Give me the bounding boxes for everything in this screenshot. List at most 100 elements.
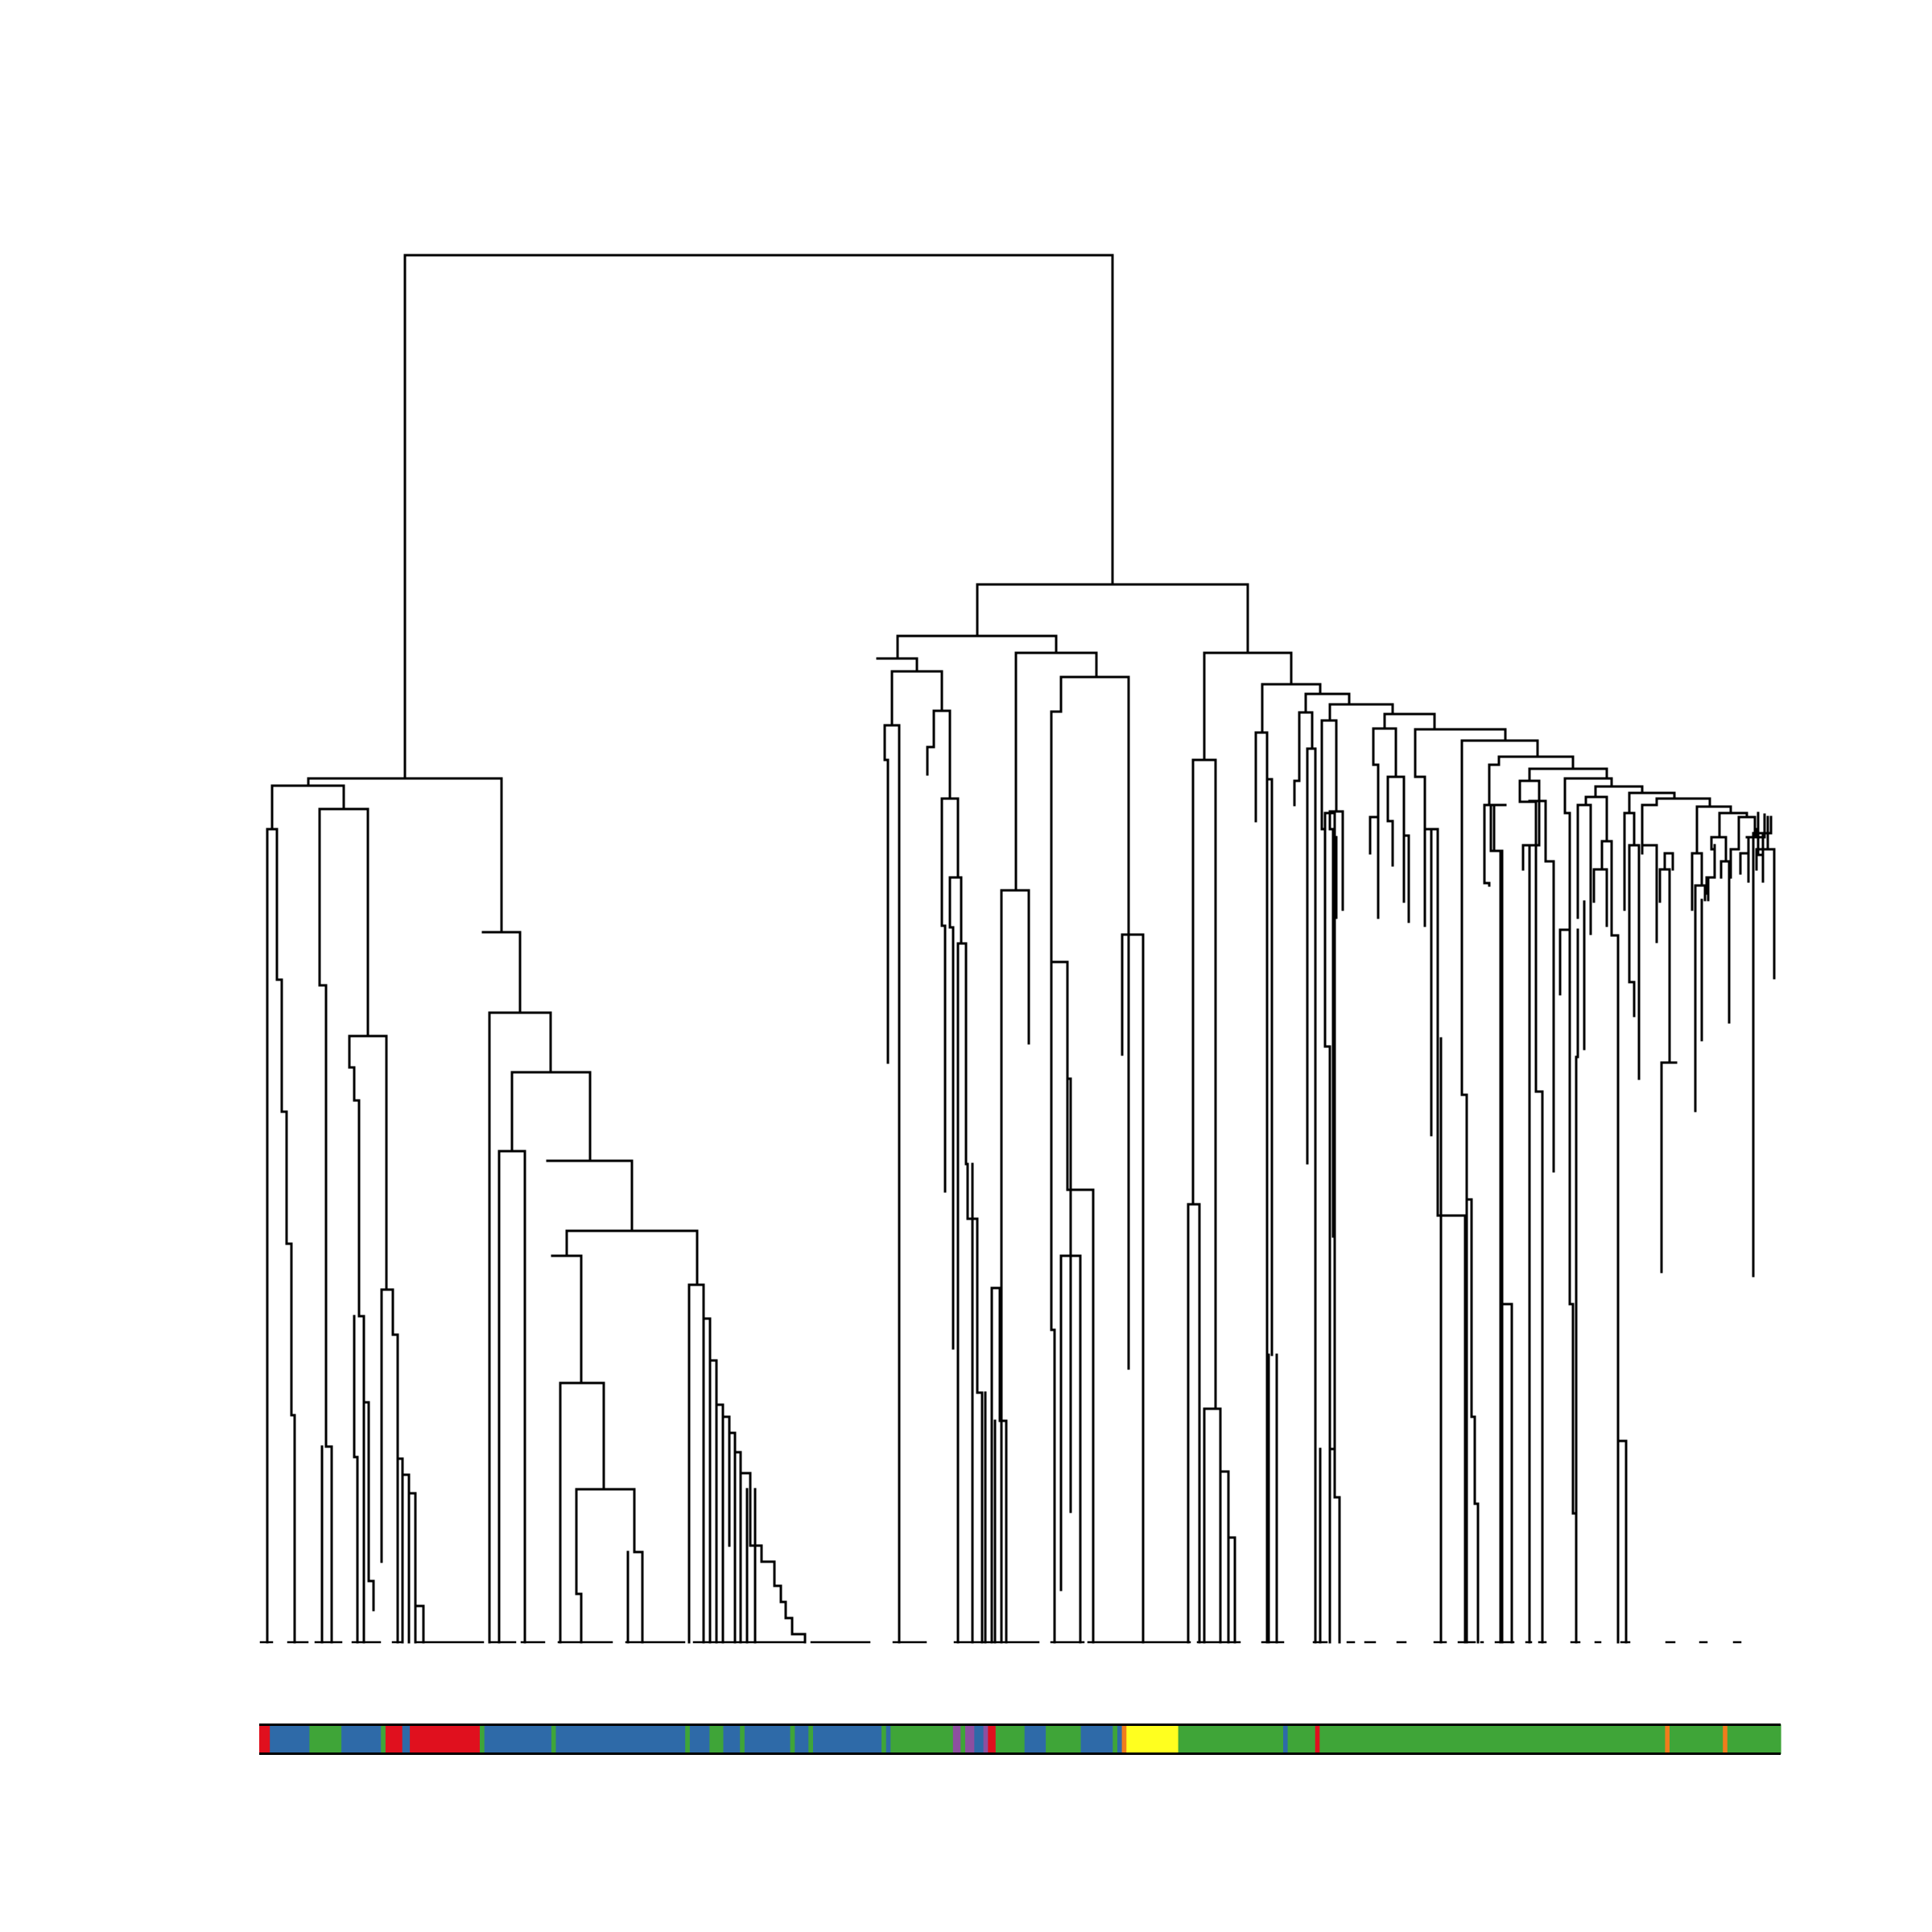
dendrogram-link [1518, 779, 1538, 883]
dendrogram-link [575, 1488, 644, 1644]
dendrogram-link [883, 724, 890, 1064]
dendrogram-link [1372, 727, 1380, 819]
dendrogram-link [1293, 711, 1301, 807]
annotation-segment-green [1670, 1724, 1724, 1754]
dendrogram-link [1298, 711, 1314, 750]
dendrogram-link [1534, 880, 1544, 1644]
annotation-segment-green [1178, 1724, 1284, 1754]
annotation-bar-bottom-border [259, 1752, 1781, 1755]
annotation-segment-green [740, 1724, 745, 1754]
dendrogram-link [1544, 844, 1555, 1072]
annotation-segment-purple [965, 1724, 975, 1754]
annotation-segment-green [1046, 1724, 1082, 1754]
annotation-segment-blue [484, 1724, 552, 1754]
dendrogram-link [948, 876, 963, 945]
dendrogram-link [1050, 675, 1072, 1257]
dendrogram-link [1710, 836, 1728, 863]
annotation-segment-red [988, 1724, 997, 1754]
dendrogram-link [380, 1288, 411, 1644]
dendrogram-link [1383, 712, 1436, 731]
dendrogram-link [1191, 758, 1217, 1005]
dendrogram-link [1750, 814, 1766, 839]
annotation-segment-blue [1080, 1724, 1113, 1754]
dendrogram-link [1306, 747, 1317, 815]
dendrogram-link [559, 1381, 605, 1491]
dendrogram-link [565, 1229, 699, 1286]
dendrogram-link [1386, 775, 1394, 867]
annotation-segment-red [1315, 1724, 1320, 1754]
annotation-segment-green [709, 1724, 724, 1754]
dendrogram-link [1663, 852, 1674, 871]
dendrogram-link [1576, 803, 1592, 903]
dendrogram-link [546, 1159, 634, 1232]
annotation-segment-blue [723, 1724, 741, 1754]
dendrogram-link [948, 876, 955, 1350]
dendrogram-link [481, 931, 522, 1014]
annotation-segment-orange [1665, 1724, 1670, 1754]
dendrogram-link [318, 807, 369, 1038]
dendrogram-link [1518, 779, 1541, 803]
dendrogram-link [1414, 775, 1426, 927]
annotation-segment-green [1113, 1724, 1118, 1754]
dendrogram-link [1000, 889, 1030, 1045]
dendrogram-link [1694, 884, 1707, 902]
annotation-segment-blue [689, 1724, 711, 1754]
annotation-bar-top-border [259, 1724, 1781, 1726]
dendrogram-link [1600, 840, 1613, 911]
annotation-segment-purple [952, 1724, 961, 1754]
dendrogram-link [896, 634, 1058, 658]
dendrogram-link [1761, 815, 1773, 835]
annotation-segment-green [480, 1724, 485, 1754]
annotation-segment-blue [1024, 1724, 1046, 1754]
dendrogram-link [318, 807, 333, 1644]
dendrogram-link [497, 1150, 526, 1644]
dendrogram-link [1214, 1001, 1236, 1644]
annotation-segment-red [385, 1724, 403, 1754]
dendrogram-link [940, 797, 960, 879]
annotation-segment-green [1287, 1724, 1316, 1754]
dendrogram-tree [259, 254, 1776, 1644]
annotation-segment-blue [402, 1724, 411, 1754]
dendrogram-link [1594, 785, 1644, 795]
dendrogram-link [348, 1034, 388, 1291]
dendrogram-link [1628, 791, 1676, 800]
dendrogram-link [270, 784, 345, 831]
dendrogram-link [1489, 803, 1504, 984]
dendrogram-link [890, 670, 943, 712]
dendrogram-link [565, 1229, 583, 1385]
dendrogram-link [1718, 811, 1748, 819]
dendrogram-link [1265, 778, 1274, 1356]
dendrogram-link [876, 657, 919, 673]
dendrogram-link [940, 797, 947, 1193]
dendrogram-link [1641, 797, 1658, 855]
annotation-segment-blue [341, 1724, 382, 1754]
annotation-segment-green [808, 1724, 814, 1754]
dendrogram-link [1497, 755, 1575, 770]
annotation-segment-blue [1117, 1724, 1123, 1754]
dendrogram-link [1655, 797, 1711, 808]
dendrogram-top-right-link [976, 583, 1249, 654]
annotation-segment-blue [795, 1724, 809, 1754]
dendrogram-link [275, 828, 296, 1644]
dendrogram-link [883, 724, 901, 1644]
dendrogram-link [1584, 795, 1608, 843]
annotation-segment-green [1319, 1724, 1666, 1754]
dendrogram-link [1320, 719, 1327, 1016]
dendrogram-link [1483, 803, 1491, 887]
annotation-segment-green [1727, 1724, 1781, 1754]
dendrogram-link [956, 942, 968, 1166]
dendrogram-link [1436, 1037, 1467, 1644]
dendrogram-link [1261, 683, 1322, 696]
dendrogram-link [362, 1315, 375, 1612]
annotation-segment-blue [886, 1724, 891, 1754]
dendrogram-link [1059, 675, 1130, 936]
dendrogram-link [932, 709, 952, 800]
dendrogram-link [1066, 1077, 1095, 1644]
annotation-color-bar [259, 1724, 1781, 1754]
annotation-segment-green [960, 1724, 966, 1754]
dendrogram-link [1737, 815, 1757, 839]
dendrogram-link [1328, 703, 1394, 716]
dendrogram-link [407, 1473, 425, 1644]
